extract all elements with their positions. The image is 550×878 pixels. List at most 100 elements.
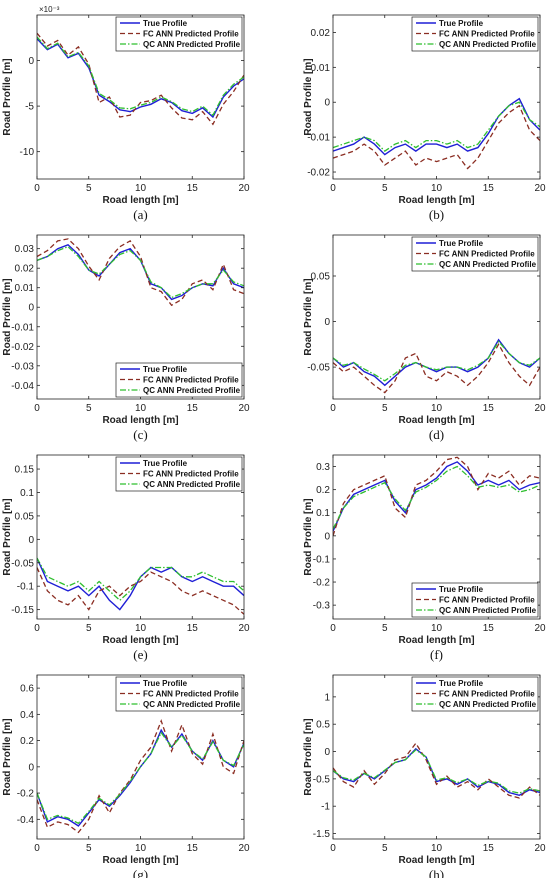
x-axis-label: Road length [m] [398,415,474,426]
x-tick-label: 15 [483,403,495,414]
legend-entry: True Profile [143,19,188,28]
legend-entry: True Profile [439,585,484,594]
y-tick-label: -0.04 [11,381,34,392]
series-line [333,101,540,152]
x-tick-label: 10 [135,843,147,854]
panel-5: 0 5 10 15 20 0.3 0.2 0.1 0 -0.1 -0.2 -0.3 Road lengt… [303,454,546,662]
y-axis-label: Road Profile [m] [303,498,314,575]
y-tick-label: 0.01 [15,283,35,294]
panel-6: 0 5 10 15 20 0.6 0.4 0.2 0 -0.2 -0.4 Road length [m… [2,674,250,878]
legend-entry: QC ANN Predicted Profile [143,386,241,395]
x-tick-label: 0 [34,843,40,854]
panel-2: 0 5 10 15 20 0.03 0.02 0.01 0 -0.01 -0.02 -0.03 -0.0… [2,234,250,442]
series-line [333,342,540,394]
x-tick-label: 10 [431,403,443,414]
legend-entry: FC ANN Predicted Profile [439,30,535,39]
x-tick-label: 10 [135,623,147,634]
x-axis-label: Road length [m] [102,415,178,426]
panel-caption: (c) [133,427,147,442]
y-tick-label: 0 [28,303,34,314]
y-tick-label: 0 [324,747,330,758]
y-tick-label: 0.4 [20,710,34,721]
panel-caption: (a) [133,207,147,222]
y-tick-label: -0.2 [17,789,35,800]
series-line [333,338,540,387]
x-tick-label: 10 [135,183,147,194]
legend-entry: QC ANN Predicted Profile [143,700,241,709]
legend-entry: True Profile [439,679,484,688]
y-tick-label: -0.02 [11,342,34,353]
y-tick-label: 0.03 [15,244,35,255]
x-tick-label: 20 [238,183,250,194]
x-tick-label: 0 [330,843,336,854]
y-tick-label: -5 [25,102,34,113]
panel-caption: (b) [429,207,444,222]
panel-caption: (h) [429,867,444,878]
y-axis-label: Road Profile [m] [2,278,13,355]
legend-entry: QC ANN Predicted Profile [439,700,537,709]
series-line [37,731,244,825]
legend-entry: FC ANN Predicted Profile [143,470,239,479]
legend-entry: FC ANN Predicted Profile [439,596,535,605]
series-line [37,38,244,119]
y-tick-label: 0.5 [316,720,330,731]
x-tick-label: 20 [534,183,546,194]
series-line [37,719,244,834]
y-tick-label: -0.15 [11,605,34,616]
y-axis-label: Road Profile [m] [303,278,314,355]
legend-entry: True Profile [143,679,188,688]
legend-entry: QC ANN Predicted Profile [439,40,537,49]
y-axis-label: Road Profile [m] [303,718,314,795]
legend-entry: QC ANN Predicted Profile [143,40,241,49]
series-line [37,567,244,615]
y-tick-label: -0.03 [11,361,34,372]
x-tick-label: 15 [187,623,199,634]
x-tick-label: 0 [34,623,40,634]
y-tick-label: -0.2 [313,578,331,589]
x-tick-label: 15 [483,623,495,634]
y-tick-label: 1 [324,692,330,703]
y-tick-label: 0.1 [20,488,34,499]
x-axis-label: Road length [m] [102,195,178,206]
legend-entry: True Profile [143,365,188,374]
x-tick-label: 10 [431,623,443,634]
y-axis-label: Road Profile [m] [303,58,314,135]
y-axis-label: Road Profile [m] [2,718,13,795]
y-tick-label: -0.5 [313,774,331,785]
x-tick-label: 5 [86,183,92,194]
x-tick-label: 5 [382,183,388,194]
series-line [37,238,244,307]
x-tick-label: 5 [382,843,388,854]
x-tick-label: 0 [330,623,336,634]
x-tick-label: 15 [187,403,199,414]
y-axis-label: Road Profile [m] [2,498,13,575]
panel-caption: (d) [429,427,444,442]
series-line [333,749,540,794]
x-tick-label: 10 [135,403,147,414]
y-tick-label: 0.2 [316,485,330,496]
y-tick-label: 0.3 [316,462,330,473]
y-tick-label: 0.2 [20,736,34,747]
x-tick-label: 5 [86,403,92,414]
x-tick-label: 0 [330,403,336,414]
x-tick-label: 15 [187,843,199,854]
x-tick-label: 15 [483,183,495,194]
series-line [37,245,244,299]
y-tick-label: 0.6 [20,684,34,695]
y-tick-label: -1.5 [313,829,331,840]
x-tick-label: 15 [483,843,495,854]
y-tick-label: 0 [324,531,330,542]
x-tick-label: 0 [34,183,40,194]
y-tick-label: 0.05 [311,272,331,283]
y-tick-label: -0.05 [11,558,34,569]
y-tick-label: -0.1 [313,554,331,565]
x-axis-label: Road length [m] [102,635,178,646]
series-line [37,36,244,117]
legend-entry: QC ANN Predicted Profile [143,480,241,489]
y-tick-label: -0.01 [307,133,330,144]
